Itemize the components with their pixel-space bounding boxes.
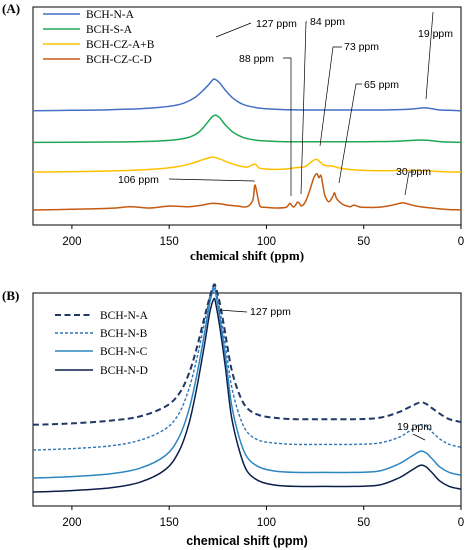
ann-a-leader-19 — [425, 11, 434, 100]
x-tick-label-a-100: 100 — [257, 236, 276, 248]
x-tick-label-b-0: 0 — [458, 517, 464, 529]
legend-a-label-0: BCH-N-A — [86, 9, 135, 21]
ann-b-127: 127 ppm — [250, 306, 291, 318]
panel-a-x-label: chemical shift (ppm) — [190, 248, 304, 263]
ann-a-88: 88 ppm — [239, 53, 274, 65]
x-tick-label-b-200: 200 — [62, 517, 81, 529]
ann-a-106: 106 ppm — [118, 174, 159, 186]
series-b-bch-n-d — [32, 297, 462, 493]
ann-a-65: 65 ppm — [364, 79, 399, 91]
ann-a-leader-84 — [300, 21, 307, 195]
ann-a-leader-88 — [283, 57, 292, 196]
panel-b: (B) BCH-N-A BCH-N-B BCH-N-C BCH-N-D 127 … — [2, 283, 464, 548]
ann-b-19: 19 ppm — [397, 421, 432, 433]
panel-a-x-axis: 200 150 100 50 0 — [62, 225, 464, 248]
x-tick-label-a-0: 0 — [458, 236, 464, 248]
panel-a-label: (A) — [2, 1, 20, 16]
legend-a-label-1: BCH-S-A — [86, 24, 133, 36]
ann-a-73: 73 ppm — [344, 41, 379, 53]
x-tick-label-a-50: 50 — [357, 236, 370, 248]
legend-b-label-3: BCH-N-D — [100, 365, 148, 377]
panel-b-plot — [32, 283, 462, 493]
ann-a-leader-73 — [319, 46, 342, 147]
panel-b-frame — [32, 292, 462, 507]
series-b-bch-n-a — [32, 283, 462, 426]
panel-b-label: (B) — [2, 288, 19, 303]
panel-b-x-label: chemical shift (ppm) — [186, 534, 308, 548]
panel-b-annotations — [218, 309, 426, 441]
x-tick-label-b-100: 100 — [257, 517, 276, 529]
legend-a-label-3: BCH-CZ-C-D — [86, 54, 152, 66]
panel-b-legend: BCH-N-A BCH-N-B BCH-N-C BCH-N-D — [55, 310, 149, 377]
ann-a-127: 127 ppm — [256, 18, 297, 30]
x-tick-label-b-150: 150 — [160, 517, 179, 529]
legend-b-label-2: BCH-N-C — [100, 346, 148, 358]
ann-a-19: 19 ppm — [418, 28, 453, 40]
panel-a-annotations — [168, 11, 434, 196]
panel-a-frame — [32, 6, 462, 226]
series-b-bch-n-c — [32, 287, 462, 479]
legend-a-label-2: BCH-CZ-A+B — [86, 39, 155, 51]
panel-a: (A) BCH-N-A BCH-S-A BCH-CZ-A+B BCH-CZ-C-… — [2, 1, 464, 263]
panel-a-plot — [32, 78, 462, 211]
x-tick-label-a-200: 200 — [62, 236, 81, 248]
ann-a-leader-127 — [215, 22, 252, 38]
series-a-bch-n-a — [32, 78, 462, 112]
panel-a-legend: BCH-N-A BCH-S-A BCH-CZ-A+B BCH-CZ-C-D — [43, 9, 155, 66]
ann-a-leader-30 — [404, 171, 414, 196]
x-tick-label-b-50: 50 — [357, 517, 370, 529]
series-a-bch-cz-c-d — [32, 172, 462, 211]
legend-b-label-0: BCH-N-A — [100, 310, 149, 322]
ann-b-leader-127 — [218, 309, 248, 313]
ann-a-leader-106 — [168, 178, 256, 182]
ann-a-30: 30 ppm — [396, 166, 431, 178]
series-a-bch-s-a — [32, 114, 462, 144]
ann-a-leader-65 — [338, 83, 362, 184]
series-a-bch-cz-a-b — [32, 156, 462, 173]
ann-a-84: 84 ppm — [310, 16, 345, 28]
panel-b-x-axis: 200 150 100 50 0 — [62, 506, 464, 529]
legend-b-label-1: BCH-N-B — [100, 328, 148, 340]
ann-b-leader-19 — [412, 433, 426, 441]
x-tick-label-a-150: 150 — [160, 236, 179, 248]
series-b-bch-n-b — [32, 285, 462, 451]
